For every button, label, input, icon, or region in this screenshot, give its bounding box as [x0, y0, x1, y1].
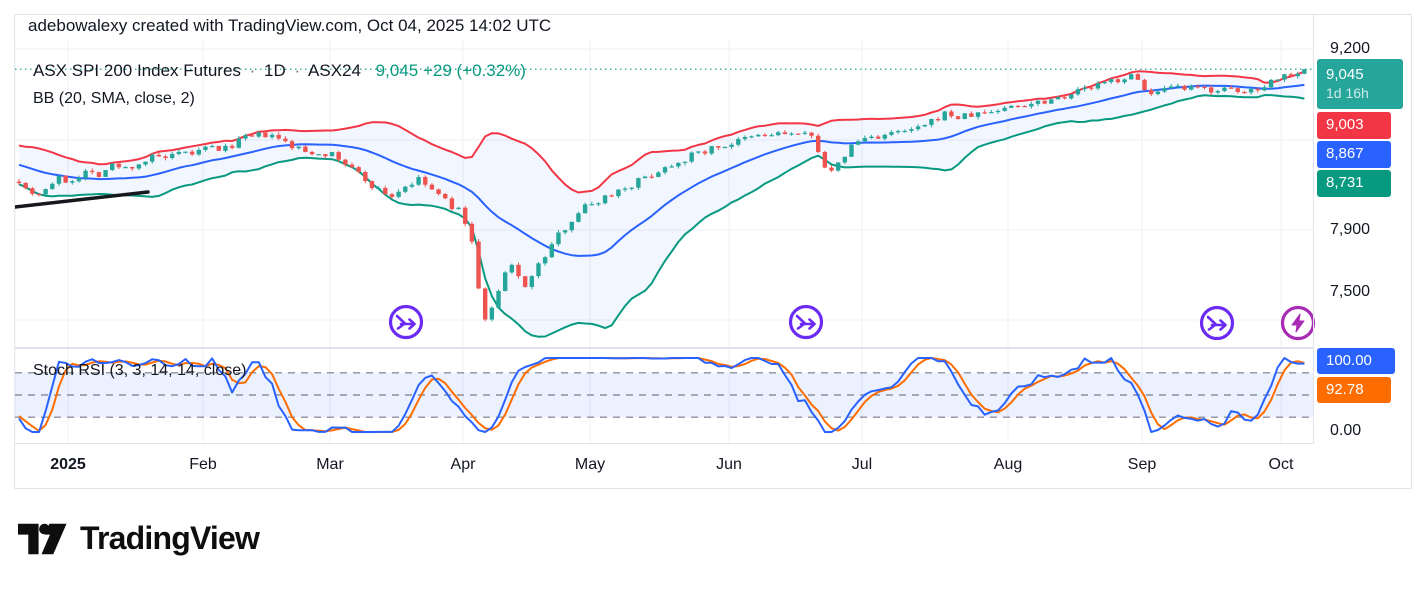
time-axis-label: Sep: [1127, 456, 1157, 473]
tradingview-logo-glyph: [18, 523, 67, 554]
exchange-label: ASX24: [307, 61, 361, 80]
bollinger-upper-line: [18, 70, 1305, 194]
bollinger-lower-line: [18, 94, 1305, 338]
bb-basis-badge: 8,867: [1317, 141, 1391, 168]
attribution-text: adebowalexy created with TradingView.com…: [28, 16, 552, 35]
price-tick-label: 7,900: [1330, 221, 1371, 238]
legend-change: +29: [422, 61, 452, 80]
time-axis-border: [14, 443, 1313, 444]
legend-change-pct: (+0.32%): [456, 61, 526, 80]
time-axis-label: 2025: [50, 456, 86, 473]
trend-arrow-event-icon[interactable]: [388, 304, 424, 340]
pane-divider[interactable]: [15, 347, 1313, 349]
time-axis-label: Jun: [716, 456, 742, 473]
trend-arrow-event-icon[interactable]: [1199, 305, 1235, 341]
bollinger-basis-line: [18, 83, 1305, 257]
tradingview-logo[interactable]: TradingView: [18, 520, 260, 557]
bb-indicator-legend[interactable]: BB (20, SMA, close, 2): [33, 90, 195, 107]
tradingview-logo-text: TradingView: [80, 520, 260, 556]
price-tick-label: 9,200: [1330, 40, 1371, 57]
flash-event-icon[interactable]: [1280, 305, 1316, 341]
price-axis-border: [1313, 14, 1314, 444]
time-axis-label: Apr: [450, 456, 476, 473]
legend-last-price: 9,045: [375, 61, 419, 80]
chart-widget: [14, 14, 1412, 489]
time-axis-label: Mar: [316, 456, 344, 473]
time-axis-label: Jul: [851, 456, 873, 473]
bollinger-fill: [19, 71, 1305, 337]
stoch-k-badge: 100.00: [1317, 348, 1395, 374]
symbol-name: ASX SPI 200 Index Futures: [33, 61, 241, 80]
time-axis-label: Feb: [189, 456, 217, 473]
legend-separator: ·: [249, 61, 256, 80]
trendline-drawing[interactable]: [15, 190, 150, 209]
bb-lower-badge: 8,731: [1317, 170, 1391, 197]
legend-separator: ·: [294, 61, 301, 80]
trend-arrow-event-icon[interactable]: [788, 304, 824, 340]
bb-upper-badge: 9,003: [1317, 112, 1391, 139]
last-price-badge: 9,045 1d 16h: [1317, 59, 1403, 109]
interval-label: 1D: [264, 61, 286, 80]
price-tick-label: 7,500: [1330, 282, 1371, 300]
main-pane: [15, 69, 1307, 338]
stoch-d-badge: 92.78: [1317, 377, 1391, 403]
candlestick-series: [16, 69, 1307, 322]
symbol-legend[interactable]: ASX SPI 200 Index Futures · 1D · ASX24 9…: [33, 61, 526, 81]
stoch-rsi-pane: [15, 357, 1313, 433]
stoch-k-line: [18, 357, 1305, 433]
time-axis-label: Aug: [993, 456, 1023, 473]
time-axis-label: May: [574, 456, 606, 473]
stoch-rsi-legend[interactable]: Stoch RSI (3, 3, 14, 14, close): [33, 362, 247, 379]
last-price-values: 9,045 +29 (+0.32%): [376, 61, 526, 80]
stoch-zero-label: 0.00: [1330, 422, 1362, 439]
time-axis-label: Oct: [1268, 456, 1294, 473]
